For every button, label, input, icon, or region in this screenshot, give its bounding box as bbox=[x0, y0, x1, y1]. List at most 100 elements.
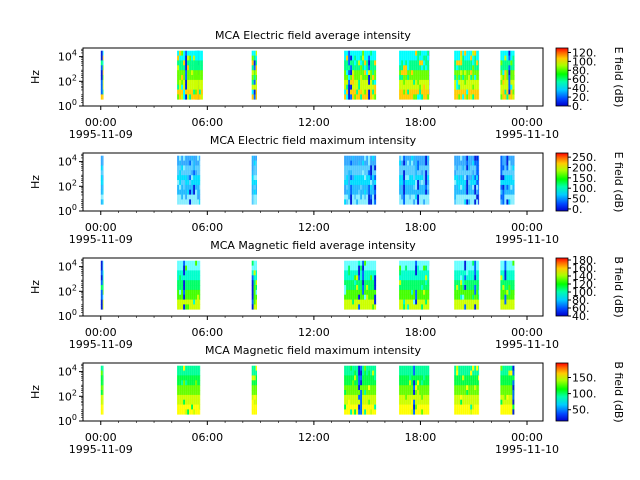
heatmap-cell bbox=[468, 160, 471, 166]
heatmap-cell bbox=[253, 94, 256, 100]
heatmap-cell bbox=[100, 390, 103, 396]
heatmap-cell bbox=[372, 270, 375, 276]
heatmap-cell bbox=[374, 404, 377, 410]
colorbar-tick-label: 40. bbox=[572, 82, 590, 95]
heatmap-cell bbox=[502, 50, 505, 56]
heatmap-cell bbox=[478, 184, 480, 191]
x-tick-date: 1995-11-10 bbox=[495, 233, 559, 246]
heatmap-cell bbox=[478, 385, 480, 391]
heatmap-cell bbox=[423, 265, 426, 271]
heatmap-cell bbox=[401, 79, 404, 86]
heatmap-cell bbox=[512, 79, 515, 86]
heatmap-cell bbox=[458, 380, 461, 386]
heatmap-cell bbox=[458, 79, 461, 86]
heatmap-cell bbox=[374, 165, 377, 171]
heatmap-cell bbox=[478, 94, 480, 100]
heatmap-cell bbox=[462, 270, 465, 276]
heatmap-cell bbox=[474, 365, 477, 371]
heatmap-cell bbox=[417, 165, 420, 171]
heatmap-cell bbox=[352, 294, 355, 300]
heatmap-cell bbox=[200, 75, 203, 81]
heatmap-cell bbox=[358, 65, 361, 71]
heatmap-cell bbox=[199, 399, 201, 405]
heatmap-cell bbox=[421, 390, 424, 396]
heatmap-cell bbox=[352, 189, 355, 195]
heatmap-cell bbox=[405, 275, 408, 281]
heatmap-cell bbox=[195, 409, 198, 415]
heatmap-cell bbox=[419, 160, 422, 166]
heatmap-cell bbox=[191, 294, 194, 300]
heatmap-cell bbox=[411, 89, 414, 95]
heatmap-cell bbox=[253, 275, 256, 281]
heatmap-cell bbox=[427, 260, 430, 266]
heatmap-cell bbox=[506, 84, 509, 90]
heatmap-cell bbox=[374, 260, 377, 266]
heatmap-cell bbox=[502, 94, 505, 100]
heatmap-cell bbox=[185, 280, 188, 286]
heatmap-cell bbox=[458, 404, 461, 410]
heatmap-cell bbox=[510, 55, 513, 61]
heatmap-cell bbox=[478, 409, 480, 415]
heatmap-cell bbox=[464, 294, 467, 300]
heatmap-cell bbox=[460, 79, 463, 86]
heatmap-cell bbox=[179, 194, 182, 200]
heatmap-cell bbox=[405, 184, 408, 191]
heatmap-cell bbox=[197, 184, 200, 191]
heatmap-cell bbox=[255, 365, 257, 371]
heatmap-cell bbox=[502, 165, 505, 171]
heatmap-cell bbox=[407, 370, 410, 376]
heatmap-cell bbox=[478, 285, 480, 291]
heatmap-cell bbox=[183, 75, 186, 81]
heatmap-cell bbox=[411, 399, 414, 405]
heatmap-cell bbox=[364, 199, 367, 205]
heatmap-cell bbox=[255, 385, 257, 391]
heatmap-cell bbox=[181, 399, 184, 405]
heatmap-cell bbox=[407, 94, 410, 100]
heatmap-cell bbox=[458, 265, 461, 271]
heatmap-cell bbox=[405, 89, 408, 95]
heatmap-cell bbox=[185, 289, 188, 296]
heatmap-cell bbox=[185, 380, 188, 386]
heatmap-cell bbox=[508, 89, 511, 95]
heatmap-cell bbox=[366, 199, 369, 205]
heatmap-cell bbox=[399, 285, 402, 291]
heatmap-cell bbox=[476, 380, 479, 386]
heatmap-cell bbox=[464, 175, 467, 181]
heatmap-cell bbox=[401, 394, 404, 401]
heatmap-cell bbox=[454, 304, 457, 310]
heatmap-cell bbox=[405, 79, 408, 86]
heatmap-cell bbox=[466, 275, 469, 281]
heatmap-cell bbox=[415, 170, 418, 176]
heatmap-cell bbox=[195, 294, 198, 300]
heatmap-cell bbox=[362, 390, 365, 396]
heatmap-cell bbox=[458, 275, 461, 281]
heatmap-cell bbox=[500, 304, 503, 310]
heatmap-cell bbox=[425, 304, 428, 310]
heatmap-cell bbox=[253, 75, 256, 81]
heatmap-cell bbox=[358, 394, 361, 401]
heatmap-cell bbox=[191, 260, 194, 266]
heatmap-cell bbox=[474, 404, 477, 410]
heatmap-cell bbox=[405, 165, 408, 171]
heatmap-cell bbox=[350, 199, 353, 205]
heatmap-cell bbox=[409, 280, 412, 286]
heatmap-cell bbox=[348, 380, 351, 386]
heatmap-cell bbox=[354, 270, 357, 276]
heatmap-cell bbox=[197, 280, 200, 286]
heatmap-cell bbox=[179, 390, 182, 396]
heatmap-cell bbox=[427, 84, 430, 90]
heatmap-cell bbox=[468, 275, 471, 281]
heatmap-cell bbox=[407, 375, 410, 381]
heatmap-cell bbox=[370, 184, 373, 191]
heatmap-cell bbox=[474, 385, 477, 391]
heatmap-cell bbox=[411, 79, 414, 86]
heatmap-cell bbox=[500, 294, 503, 300]
heatmap-cell bbox=[407, 409, 410, 415]
heatmap-cell bbox=[399, 50, 402, 56]
heatmap-cell bbox=[423, 370, 426, 376]
heatmap-cell bbox=[419, 184, 422, 191]
heatmap-cell bbox=[100, 55, 103, 61]
data-segment bbox=[344, 155, 377, 205]
heatmap-cell bbox=[401, 270, 404, 276]
heatmap-cell bbox=[100, 265, 103, 271]
